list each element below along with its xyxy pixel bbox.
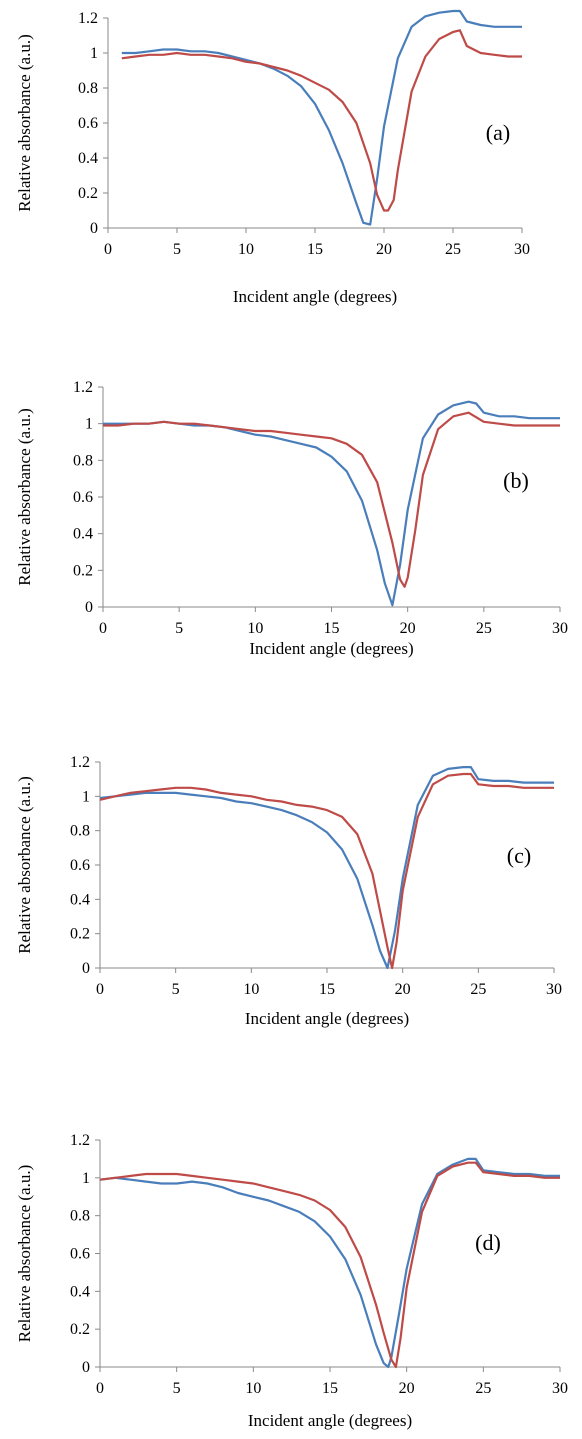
panel-label: (c) <box>507 843 531 868</box>
series-line-red <box>99 772 554 970</box>
x-tick-label: 10 <box>247 620 263 637</box>
chart-panel-a: 0 0.2 0.4 0.6 0.8 1 1.2 0 5 10 15 20 25 30 Incident an… <box>15 9 530 306</box>
x-axis-title: Incident angle (degrees) <box>248 1411 412 1430</box>
y-tick-label: 1 <box>90 45 98 62</box>
y-tick-label: 0.4 <box>73 526 93 543</box>
y-tick-label: 0 <box>90 220 98 237</box>
panel-label: (a) <box>486 120 510 145</box>
series-line-blue <box>99 1157 560 1369</box>
y-tick-label: 0.8 <box>70 1208 90 1225</box>
y-tick-label: 1 <box>82 788 90 805</box>
x-tick-label: 25 <box>445 241 461 258</box>
x-tick-label: 15 <box>307 241 323 258</box>
y-tick-label: 0 <box>82 1359 90 1376</box>
y-tick-label: 0.4 <box>70 1283 90 1300</box>
x-tick-label: 5 <box>175 620 183 637</box>
y-tick-label: 0.2 <box>78 185 98 202</box>
x-tick-label: 0 <box>99 620 107 637</box>
y-tick-label: 1 <box>82 1170 90 1187</box>
x-axis-title: Incident angle (degrees) <box>245 1009 409 1028</box>
x-tick-label: 5 <box>172 981 180 998</box>
x-tick-label: 20 <box>400 620 416 637</box>
y-tick-label: 1.2 <box>70 754 90 771</box>
x-tick-label: 10 <box>245 1380 261 1397</box>
x-tick-label: 15 <box>319 981 335 998</box>
series-line-red <box>121 29 522 212</box>
y-axis-title: Relative absorbance (a.u.) <box>15 776 34 953</box>
y-tick-label: 1.2 <box>78 10 98 27</box>
y-tick-label: 0.4 <box>78 150 98 167</box>
y-tick-label: 0 <box>85 599 93 616</box>
chart-panel-c: 0 0.2 0.4 0.6 0.8 1 1.2 0 5 10 15 20 25 30 Incident an… <box>15 754 562 1028</box>
x-tick-label: 20 <box>395 981 411 998</box>
x-tick-label: 30 <box>552 1380 568 1397</box>
x-tick-label: 20 <box>399 1380 415 1397</box>
x-tick-label: 25 <box>470 981 486 998</box>
y-tick-label: 1.2 <box>73 379 93 396</box>
x-tick-label: 25 <box>476 620 492 637</box>
y-tick-label: 0.2 <box>70 1321 90 1338</box>
chart-panel-b: 0 0.2 0.4 0.6 0.8 1 1.2 0 5 10 15 20 25 30 Incident an… <box>15 379 568 658</box>
x-axis-title: Incident angle (degrees) <box>233 287 397 306</box>
x-tick-label: 0 <box>104 241 112 258</box>
x-tick-label: 0 <box>96 1380 104 1397</box>
y-tick-label: 0.2 <box>73 562 93 579</box>
y-axis-title: Relative absorbance (a.u.) <box>15 408 34 585</box>
x-tick-label: 30 <box>552 620 568 637</box>
x-tick-label: 5 <box>173 1380 181 1397</box>
x-tick-label: 10 <box>243 981 259 998</box>
series-line-blue <box>99 766 554 970</box>
series-line-red <box>103 411 560 588</box>
panel-label: (d) <box>475 1230 501 1255</box>
panel-label: (b) <box>503 468 529 493</box>
chart-panel-d: 0 0.2 0.4 0.6 0.8 1 1.2 0 5 10 15 20 25 30 Incident an… <box>15 1132 568 1430</box>
x-tick-label: 30 <box>514 241 530 258</box>
y-axis-title: Relative absorbance (a.u.) <box>15 1165 34 1342</box>
y-tick-label: 0.6 <box>70 857 90 874</box>
y-tick-label: 0 <box>82 960 90 977</box>
x-tick-label: 0 <box>96 981 104 998</box>
y-tick-label: 0.6 <box>73 489 93 506</box>
series-line-blue <box>121 9 522 226</box>
x-tick-label: 10 <box>238 241 254 258</box>
y-tick-label: 0.6 <box>78 115 98 132</box>
y-tick-label: 0.8 <box>73 452 93 469</box>
x-tick-label: 15 <box>322 1380 338 1397</box>
y-tick-label: 0.2 <box>70 926 90 943</box>
x-tick-label: 25 <box>475 1380 491 1397</box>
y-axis-title: Relative absorbance (a.u.) <box>15 34 34 211</box>
y-tick-label: 0.8 <box>78 80 98 97</box>
y-tick-label: 0.6 <box>70 1246 90 1263</box>
y-tick-label: 0.8 <box>70 823 90 840</box>
x-tick-label: 20 <box>376 241 392 258</box>
series-line-red <box>99 1161 560 1369</box>
y-tick-label: 0.4 <box>70 891 90 908</box>
x-axis-title: Incident angle (degrees) <box>249 639 413 658</box>
x-tick-label: 15 <box>324 620 340 637</box>
x-tick-label: 5 <box>173 241 181 258</box>
series-line-blue <box>103 400 560 607</box>
x-tick-label: 30 <box>546 981 562 998</box>
y-tick-label: 1 <box>85 416 93 433</box>
y-tick-label: 1.2 <box>70 1132 90 1149</box>
